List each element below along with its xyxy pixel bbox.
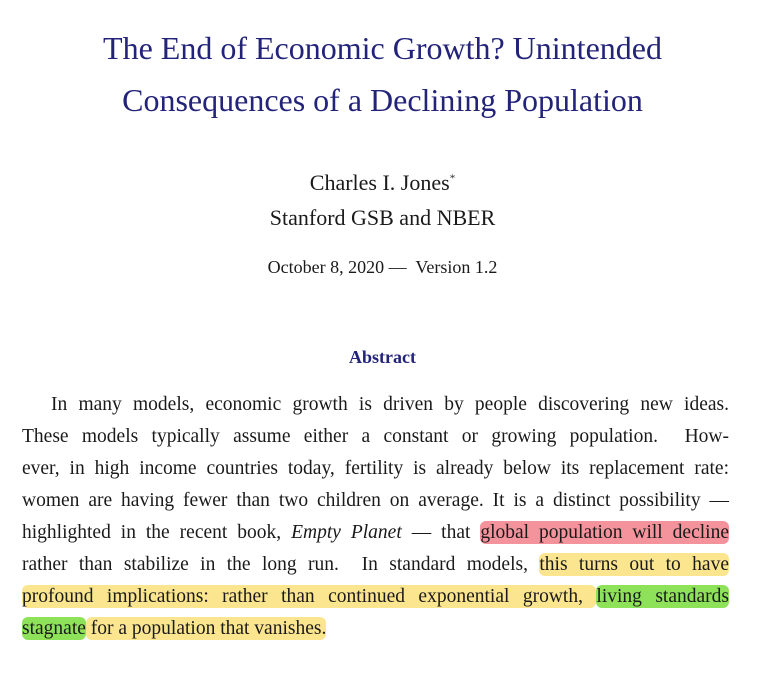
- abstract-line: highlighted in the recent book, Empty Pl…: [22, 518, 729, 550]
- author-name: Charles I. Jones: [309, 170, 450, 195]
- highlighted-text: living standards: [596, 585, 729, 608]
- title-line: The End of Economic Growth? Unintended: [103, 30, 662, 66]
- abstract-line: profound implications: rather than conti…: [22, 582, 729, 614]
- text: women are having fewer than two children…: [22, 490, 729, 511]
- highlighted-text: this turns out to have: [539, 553, 729, 576]
- italic-text: Empty Planet: [291, 522, 402, 543]
- text: rather than stabilize in the long run. I…: [22, 554, 540, 575]
- abstract-line: These models typically assume either a c…: [22, 422, 729, 454]
- abstract-line: stagnate for a population that vanishes.: [22, 614, 729, 646]
- highlighted-text: for a population that vanishes.: [85, 617, 327, 640]
- text: ever, in high income countries today, fe…: [22, 458, 729, 479]
- abstract-heading: Abstract: [349, 347, 416, 367]
- abstract-line: In many models, economic growth is drive…: [22, 390, 729, 422]
- abstract-line: ever, in high income countries today, fe…: [22, 454, 729, 486]
- highlighted-text: stagnate: [22, 617, 86, 640]
- text: — that: [401, 522, 481, 543]
- text: highlighted in the recent book,: [22, 522, 292, 543]
- separator: —: [388, 257, 407, 277]
- abstract-body: In many models, economic growth is drive…: [22, 390, 729, 646]
- text: These models typically assume either a c…: [22, 426, 729, 447]
- version: Version 1.2: [415, 257, 498, 277]
- abstract-line: rather than stabilize in the long run. I…: [22, 550, 729, 582]
- date-line: October 8, 2020 — Version 1.2: [0, 257, 765, 278]
- abstract-line: women are having fewer than two children…: [22, 486, 729, 518]
- author: Charles I. Jones*: [0, 170, 765, 196]
- highlighted-text: global population will decline: [480, 521, 729, 544]
- affiliation: Stanford GSB and NBER: [269, 205, 496, 230]
- author-mark: *: [449, 172, 456, 185]
- title-line: Consequences of a Declining Population: [122, 82, 643, 118]
- date: October 8, 2020: [267, 257, 385, 277]
- highlighted-text: profound implications: rather than conti…: [22, 585, 597, 608]
- text: In many models, economic growth is drive…: [51, 394, 729, 415]
